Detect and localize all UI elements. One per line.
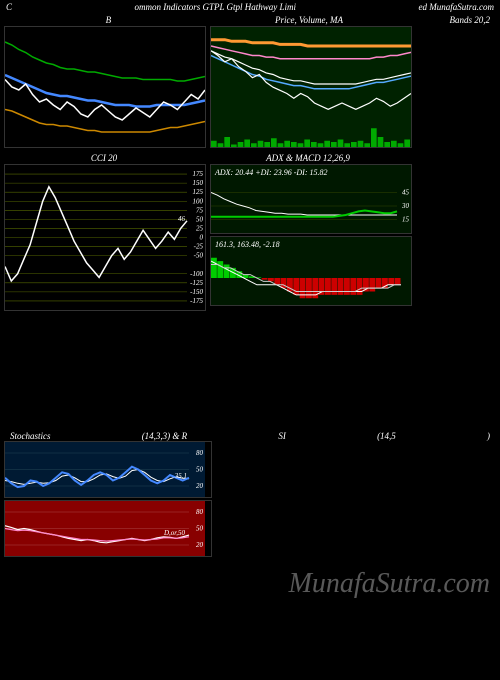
stoch-label-5: )	[487, 431, 490, 441]
cci-chart: 175150125100755025 0-25-50 -100-125-150-17…	[4, 164, 206, 311]
stoch-label-4: (14,5	[377, 431, 396, 441]
svg-text:D,or,50: D,or,50	[163, 529, 186, 537]
watermark: MunafaSutra.com	[289, 568, 490, 600]
svg-text:80: 80	[196, 449, 204, 457]
page-header: C ommon Indicators GTPL Gtpl Hathway Lim…	[0, 0, 500, 14]
bb-title: B	[10, 14, 207, 26]
adx-title: ADX & MACD 12,26,9	[208, 152, 408, 164]
svg-text:35.1: 35.1	[174, 472, 187, 480]
price-title: Price, Volume, MA	[211, 14, 408, 26]
svg-text:50: 50	[196, 466, 204, 474]
header-right: ed MunafaSutra.com	[419, 2, 495, 12]
header-left: C	[6, 2, 12, 12]
svg-text:-25: -25	[194, 243, 204, 251]
svg-text:20: 20	[196, 482, 204, 490]
bollinger-chart	[4, 26, 206, 148]
svg-text:-125: -125	[190, 279, 203, 287]
svg-text:80: 80	[196, 508, 204, 516]
price-ma-chart	[210, 26, 412, 148]
rsi-chart: 80 50 20 D,or,50	[4, 500, 212, 557]
svg-text:75: 75	[196, 206, 204, 214]
svg-text:125: 125	[193, 188, 204, 196]
svg-text:25: 25	[196, 224, 204, 232]
bands-title: Bands 20,2	[411, 14, 490, 26]
svg-text:15: 15	[402, 216, 410, 224]
svg-text:-175: -175	[190, 297, 203, 305]
svg-text:161.3, 163.48, -2.18: 161.3, 163.48, -2.18	[215, 240, 280, 249]
svg-text:50: 50	[196, 525, 204, 533]
svg-text:45: 45	[402, 189, 410, 197]
stoch-label-3: SI	[278, 431, 286, 441]
svg-text:175: 175	[193, 170, 204, 178]
header-center: ommon Indicators GTPL Gtpl Hathway Limi	[134, 2, 296, 12]
svg-text:-100: -100	[190, 270, 203, 278]
stoch-label-1: Stochastics	[10, 431, 51, 441]
svg-text:30: 30	[401, 202, 410, 210]
svg-text:46: 46	[178, 215, 186, 223]
svg-text:-150: -150	[190, 288, 203, 296]
svg-text:0: 0	[200, 234, 204, 242]
stochastics-chart: 80 50 20 35.1	[4, 441, 212, 498]
svg-text:-50: -50	[194, 252, 204, 260]
stoch-label-2: (14,3,3) & R	[142, 431, 188, 441]
svg-text:150: 150	[193, 179, 204, 187]
svg-text:50: 50	[196, 215, 204, 223]
svg-text:20: 20	[196, 541, 204, 549]
cci-title: CCI 20	[4, 152, 204, 164]
svg-text:ADX: 20.44 +DI: 23.96 -DI: 1: ADX: 20.44 +DI: 23.96 -DI: 15.82	[214, 168, 328, 177]
macd-chart: 161.3, 163.48, -2.18	[210, 236, 412, 306]
svg-text:100: 100	[193, 197, 204, 205]
adx-chart: ADX: 20.44 +DI: 23.96 -DI: 15.82 15 30 45	[210, 164, 412, 234]
